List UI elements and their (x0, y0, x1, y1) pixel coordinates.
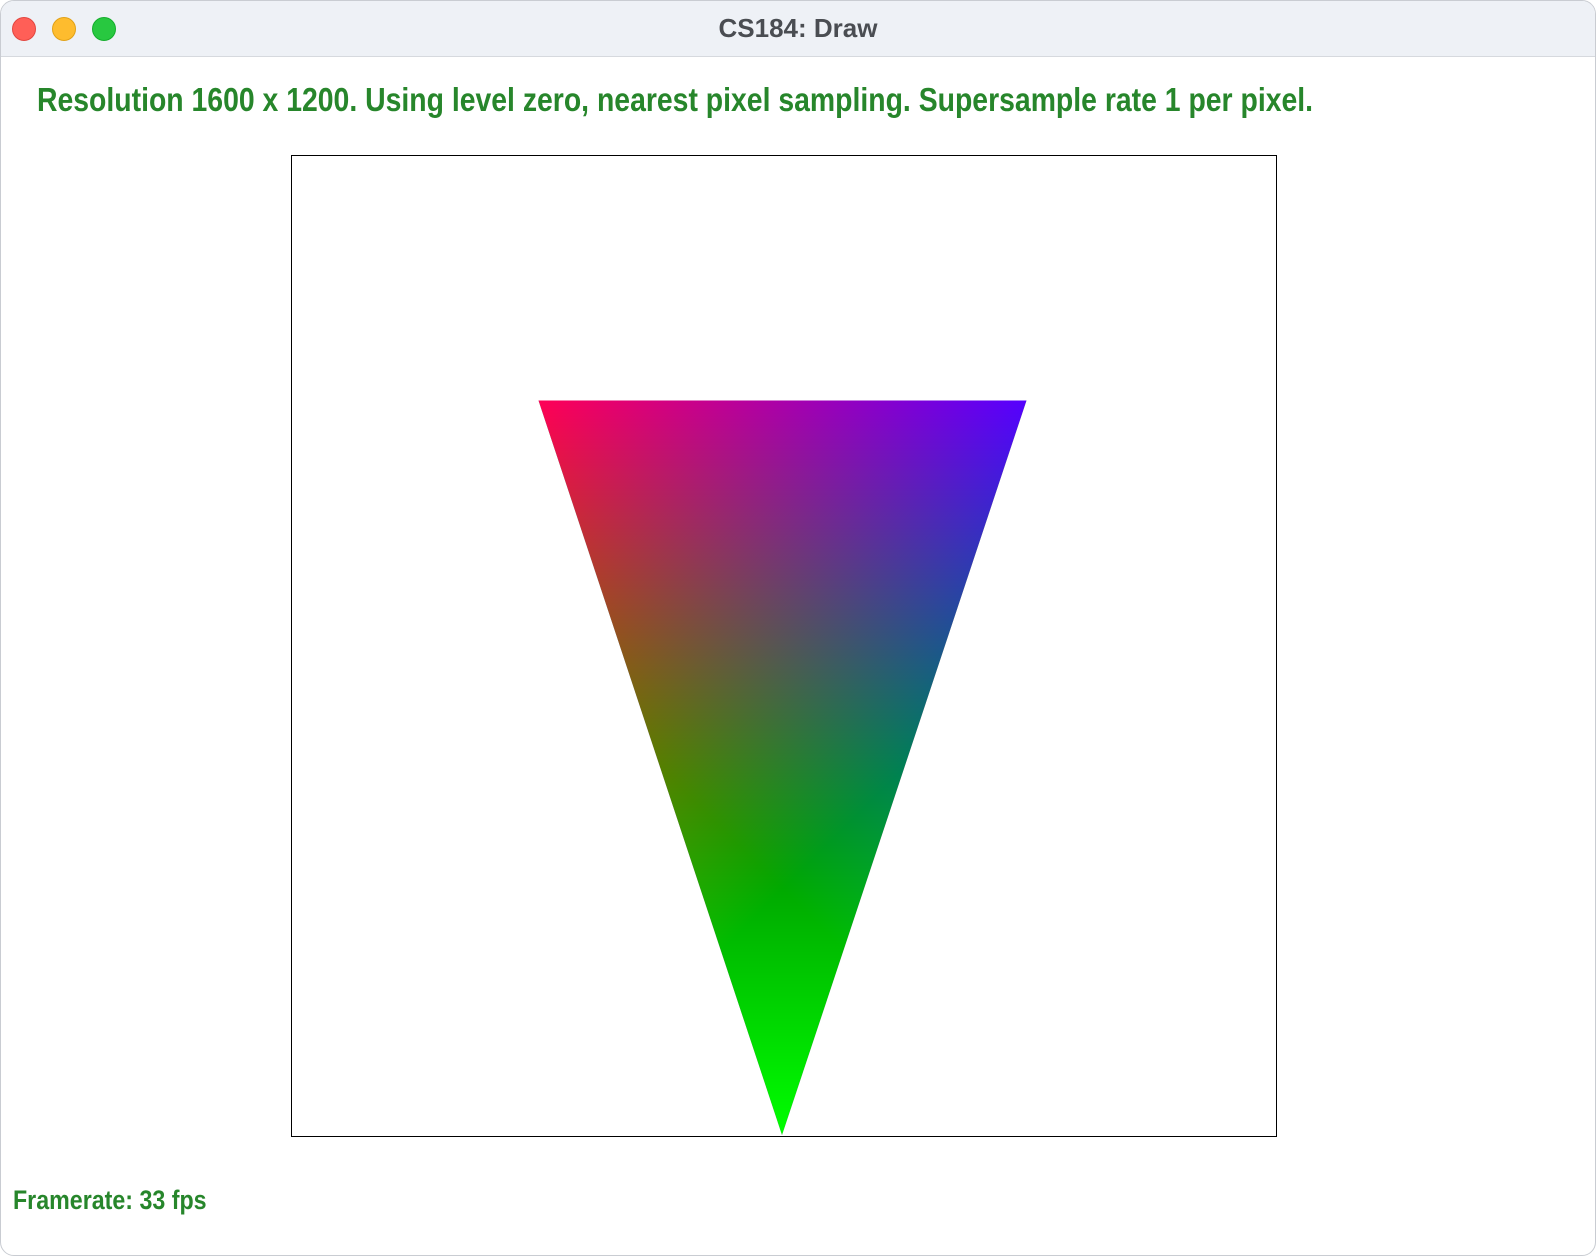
draw-canvas[interactable] (291, 155, 1277, 1137)
gouraud-triangle (538, 400, 1027, 1136)
framerate-label: Framerate: 33 fps (13, 1185, 207, 1215)
zoom-window-button[interactable] (92, 17, 116, 41)
close-window-button[interactable] (12, 17, 36, 41)
triangle-render (538, 400, 1027, 1136)
minimize-window-button[interactable] (52, 17, 76, 41)
window-title: CS184: Draw (718, 13, 878, 43)
title-bar[interactable]: CS184: Draw (1, 1, 1595, 57)
render-status-text: Resolution 1600 x 1200. Using level zero… (37, 81, 1314, 118)
